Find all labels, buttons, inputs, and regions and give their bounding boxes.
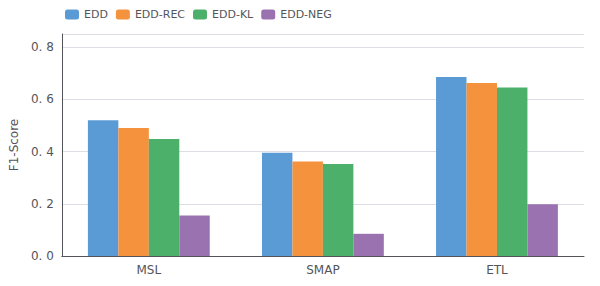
svg-text:EDD-KL: EDD-KL bbox=[212, 8, 254, 21]
svg-text:SMAP: SMAP bbox=[306, 263, 339, 277]
svg-text:EDD-NEG: EDD-NEG bbox=[280, 8, 332, 21]
svg-text:0. 4: 0. 4 bbox=[31, 145, 54, 159]
svg-text:0. 0: 0. 0 bbox=[31, 249, 54, 263]
svg-text:MSL: MSL bbox=[137, 263, 162, 277]
svg-text:0. 8: 0. 8 bbox=[31, 40, 54, 54]
svg-text:0. 6: 0. 6 bbox=[31, 92, 54, 106]
svg-text:EDD-REC: EDD-REC bbox=[135, 8, 185, 21]
svg-text:F1-Score: F1-Score bbox=[7, 119, 21, 171]
svg-text:0. 2: 0. 2 bbox=[31, 197, 54, 211]
svg-text:ETL: ETL bbox=[486, 263, 508, 277]
svg-text:EDD: EDD bbox=[84, 8, 108, 21]
